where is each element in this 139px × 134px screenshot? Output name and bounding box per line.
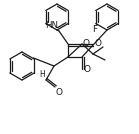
Text: O: O [83,40,90,49]
Text: O: O [95,40,101,49]
Text: O: O [84,64,91,74]
Text: O: O [56,88,63,97]
Text: F: F [92,25,98,34]
Text: HN: HN [45,21,58,30]
Text: H: H [39,70,45,79]
